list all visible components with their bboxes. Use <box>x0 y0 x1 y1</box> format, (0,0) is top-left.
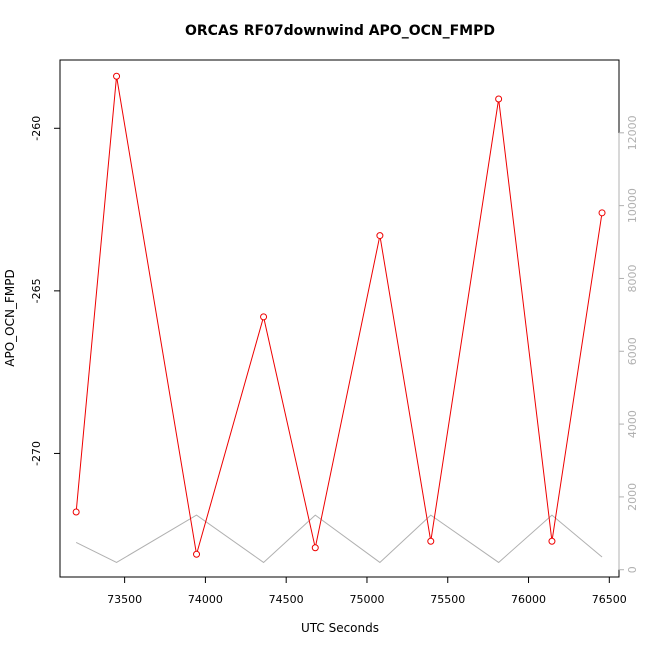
y2-tick-label: 12000 <box>626 115 639 150</box>
x-tick-label: 73500 <box>107 593 142 606</box>
y-tick-label: -260 <box>30 116 43 141</box>
chart-title: ORCAS RF07downwind APO_OCN_FMPD <box>185 23 495 39</box>
y2-tick-label: 2000 <box>626 483 639 511</box>
data-point <box>427 537 435 545</box>
data-point <box>72 508 80 516</box>
y2-tick-label: 4000 <box>626 410 639 438</box>
data-point <box>193 550 201 558</box>
x-tick-label: 75500 <box>430 593 465 606</box>
data-point <box>113 72 121 80</box>
x-tick-label: 76000 <box>511 593 546 606</box>
x-tick-label: 75000 <box>349 593 384 606</box>
series-layer <box>72 72 606 564</box>
x-tick-label: 76500 <box>592 593 627 606</box>
series-line-apo-ocn-fmpd <box>75 76 603 555</box>
plot-frame <box>59 59 620 578</box>
data-point <box>598 209 606 217</box>
y2-tick-label: 0 <box>626 566 639 573</box>
y2-tick-label: 6000 <box>626 337 639 365</box>
series-line-altitude <box>75 514 603 564</box>
data-point <box>376 232 384 240</box>
x-tick-label: 74000 <box>188 593 223 606</box>
x-tick-label: 74500 <box>269 593 304 606</box>
y-tick-label: -270 <box>30 441 43 466</box>
y2-tick-label: 8000 <box>626 264 639 292</box>
y2-tick-label: 10000 <box>626 188 639 223</box>
y-axis: -270 -265 -260 <box>30 116 61 466</box>
y2-axis: 0 2000 4000 6000 8000 10000 12000 <box>618 115 639 573</box>
x-axis-label: UTC Seconds <box>301 621 379 635</box>
data-point <box>311 544 319 552</box>
data-point <box>548 537 556 545</box>
y-tick-label: -265 <box>30 278 43 303</box>
data-point <box>260 313 268 321</box>
data-point <box>495 95 503 103</box>
y-axis-label: APO_OCN_FMPD <box>3 269 17 366</box>
x-axis: 73500 74000 74500 75000 75500 76000 76500 <box>107 576 627 606</box>
